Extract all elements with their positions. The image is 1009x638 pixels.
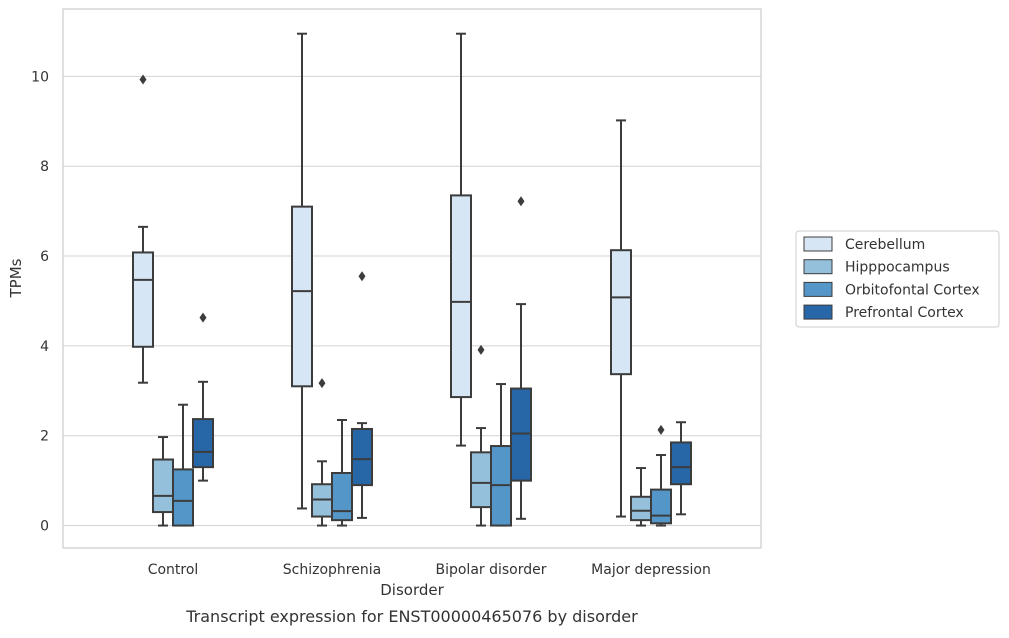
box-1-3 xyxy=(630,467,652,527)
box-0-0 xyxy=(132,74,154,384)
box-2-3 xyxy=(650,424,672,527)
legend-label: Cerebellum xyxy=(845,237,925,253)
legend-swatch xyxy=(803,281,833,297)
iqr-box xyxy=(132,251,154,348)
box-1-2 xyxy=(470,344,492,527)
iqr-box xyxy=(450,194,472,399)
legend-label: Orbitofontal Cortex xyxy=(845,282,980,298)
box-1-1 xyxy=(311,378,333,527)
legend-swatch xyxy=(803,259,833,275)
y-tick-label: 4 xyxy=(40,339,49,355)
box-3-0 xyxy=(192,312,214,482)
outlier-point xyxy=(657,424,665,435)
box-3-1 xyxy=(351,271,373,519)
box-3-3 xyxy=(670,421,692,516)
iqr-box xyxy=(510,387,532,482)
x-axis-label: Disorder xyxy=(380,581,444,599)
box-0-2 xyxy=(450,32,472,447)
iqr-box xyxy=(172,468,194,527)
iqr-box xyxy=(470,451,492,509)
y-tick-label: 6 xyxy=(40,249,49,265)
y-tick-label: 0 xyxy=(40,519,49,535)
box-3-2 xyxy=(510,196,532,520)
y-axis-label: TPMs xyxy=(7,258,25,298)
legend-items: Cerebellum Hipppocampus Orbitofontal Corte… xyxy=(803,236,980,321)
x-tick-labels: Control Schizophrenia Bipolar disorder Majo… xyxy=(148,562,711,578)
outlier-point xyxy=(199,312,207,323)
outlier-point xyxy=(318,378,326,389)
iqr-box xyxy=(650,488,672,525)
outlier-point xyxy=(358,271,366,282)
x-tick-label: Bipolar disorder xyxy=(435,562,546,578)
plot-area-frame xyxy=(62,8,762,549)
iqr-box xyxy=(291,205,313,388)
y-tick-label: 10 xyxy=(31,69,49,85)
iqr-box xyxy=(610,249,632,376)
chart-caption: Transcript expression for ENST0000046507… xyxy=(185,607,638,626)
y-tick-labels: 0 2 4 6 8 10 xyxy=(31,69,49,534)
iqr-box xyxy=(331,471,353,522)
iqr-box xyxy=(630,495,652,522)
y-tick-label: 2 xyxy=(40,429,49,445)
box-1-0 xyxy=(152,436,174,527)
iqr-box xyxy=(152,458,174,514)
box-0-1 xyxy=(291,32,313,510)
box-2-2 xyxy=(490,383,512,527)
box-2-1 xyxy=(331,418,353,527)
outlier-point xyxy=(517,196,525,207)
grid-layer xyxy=(63,75,761,527)
x-tick-label: Control xyxy=(148,562,199,578)
box-0-3 xyxy=(610,119,632,518)
x-tick-label: Schizophrenia xyxy=(283,562,381,578)
y-tick-label: 8 xyxy=(40,159,49,175)
outlier-point xyxy=(477,344,485,355)
iqr-box xyxy=(192,418,214,469)
legend-swatch xyxy=(803,236,833,252)
boxes-layer xyxy=(132,32,692,527)
legend-label: Hipppocampus xyxy=(845,260,950,276)
legend: Cerebellum Hipppocampus Orbitofontal Corte… xyxy=(795,230,1000,328)
outlier-point xyxy=(139,74,147,85)
legend-swatch xyxy=(803,304,833,320)
iqr-box xyxy=(351,427,373,487)
legend-frame xyxy=(795,230,1000,328)
x-tick-label: Major depression xyxy=(591,562,711,578)
box-2-0 xyxy=(172,403,194,527)
legend-label: Prefrontal Cortex xyxy=(845,305,964,321)
iqr-box xyxy=(670,441,692,486)
